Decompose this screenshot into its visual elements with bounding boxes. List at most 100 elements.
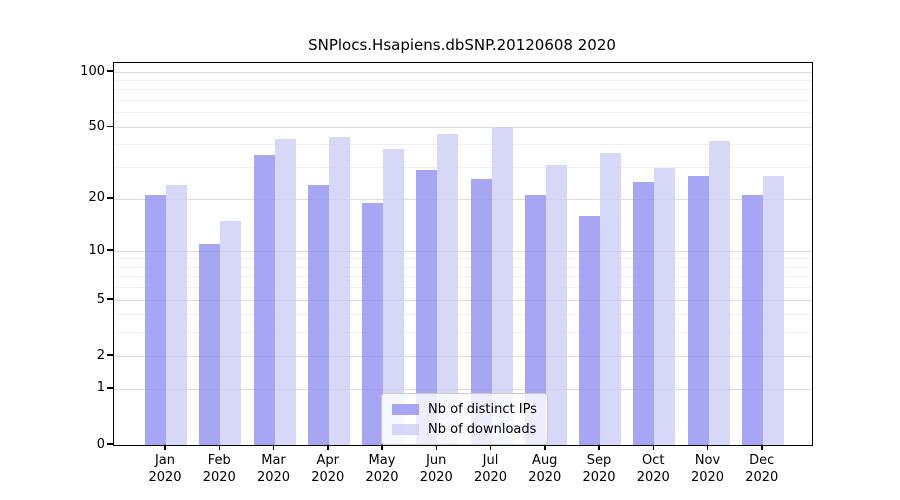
x-tick-year: 2020: [256, 470, 291, 485]
x-tick-month: Dec: [749, 453, 775, 468]
x-tick-label: Feb 2020: [203, 452, 236, 486]
bar-downloads-jan: [166, 184, 187, 445]
bar-distinct-ips-aug: [524, 195, 546, 445]
x-tick-month: Apr: [316, 453, 340, 468]
x-tick-label: Jul 2020: [474, 452, 507, 486]
y-tick-label: 2: [96, 347, 105, 363]
x-tick-year: 2020: [636, 470, 670, 485]
bar-downloads-aug: [545, 164, 567, 445]
x-tick-mark: [489, 444, 492, 450]
minor-gridline: [114, 287, 812, 289]
major-gridline: [114, 299, 812, 301]
x-tick-year: 2020: [690, 470, 725, 485]
bar-downloads-jul: [491, 127, 513, 445]
major-gridline: [114, 198, 812, 200]
chart-title: SNPlocs.Hsapiens.dbSNP.20120608 2020: [308, 36, 616, 54]
x-tick-month: Jun: [426, 453, 447, 468]
x-tick-year: 2020: [365, 470, 399, 485]
x-tick-mark: [435, 444, 437, 450]
x-tick-month: Jul: [482, 453, 499, 468]
x-tick-month: Sep: [586, 453, 612, 468]
bar-downloads-dec: [762, 175, 784, 445]
y-tick-mark: [107, 125, 113, 128]
x-tick-label: Sep 2020: [582, 452, 615, 486]
bar-downloads-may: [383, 148, 404, 445]
legend-label-downloads: Nb of downloads: [428, 421, 537, 437]
bar-distinct-ips-feb: [199, 244, 221, 445]
x-tick-year: 2020: [419, 470, 453, 485]
bar-distinct-ips-dec: [741, 195, 763, 445]
x-tick-year: 2020: [311, 470, 345, 485]
bar-distinct-ips-sep: [579, 216, 600, 445]
minor-gridline: [114, 167, 812, 169]
y-tick-label: 0: [96, 436, 105, 452]
major-gridline: [114, 388, 812, 390]
bar-distinct-ips-may: [362, 202, 383, 445]
x-tick-label: Aug 2020: [528, 452, 561, 486]
major-gridline: [114, 355, 812, 357]
minor-gridline: [114, 89, 812, 91]
bar-downloads-oct: [654, 167, 676, 445]
y-tick-mark: [107, 443, 113, 445]
bar-distinct-ips-jul: [470, 178, 492, 445]
y-tick-mark: [107, 298, 113, 300]
legend-swatch-distinct-ips-icon: [392, 403, 419, 415]
bar-distinct-ips-nov: [687, 175, 709, 445]
x-tick-mark: [544, 444, 546, 450]
x-tick-mark: [218, 444, 220, 450]
legend-swatch-downloads-icon: [392, 423, 419, 435]
minor-gridline: [114, 80, 812, 81]
x-tick-label: May 2020: [365, 452, 398, 486]
x-tick-label: Mar 2020: [257, 452, 290, 486]
x-tick-mark: [381, 444, 383, 450]
y-tick-mark: [107, 197, 113, 199]
major-gridline: [114, 126, 812, 128]
minor-gridline: [114, 266, 812, 268]
x-tick-year: 2020: [202, 470, 236, 485]
major-gridline: [114, 71, 812, 73]
y-tick-label: 50: [88, 118, 105, 134]
minor-gridline: [114, 276, 812, 278]
y-tick-label: 20: [88, 190, 105, 206]
bar-downloads-sep: [600, 153, 621, 445]
legend-item-downloads: Nb of downloads: [392, 420, 537, 438]
y-tick-mark: [107, 249, 113, 251]
x-tick-month: Mar: [261, 453, 286, 468]
x-tick-label: Nov 2020: [691, 452, 724, 486]
bar-downloads-jun: [437, 133, 459, 445]
y-tick-mark: [107, 70, 113, 72]
plot-area: Nb of distinct IPs Nb of downloads: [113, 62, 813, 446]
legend: Nb of distinct IPs Nb of downloads: [381, 393, 548, 445]
bar-downloads-feb: [220, 220, 242, 445]
x-tick-month: Nov: [694, 453, 721, 468]
bar-downloads-nov: [708, 141, 730, 445]
y-tick-mark: [107, 387, 113, 389]
x-tick-mark: [761, 444, 763, 450]
bar-downloads-mar: [274, 139, 296, 445]
x-tick-month: Jan: [154, 453, 176, 468]
bar-distinct-ips-apr: [307, 184, 329, 445]
legend-item-distinct-ips: Nb of distinct IPs: [392, 400, 537, 418]
y-tick-mark: [107, 354, 113, 356]
x-tick-month: May: [368, 453, 396, 468]
minor-gridline: [114, 112, 812, 114]
x-tick-mark: [598, 444, 600, 450]
minor-gridline: [114, 144, 812, 146]
x-tick-label: Dec 2020: [745, 452, 778, 486]
x-tick-label: Jun 2020: [420, 452, 453, 486]
x-tick-month: Aug: [532, 453, 558, 468]
x-tick-year: 2020: [473, 470, 508, 485]
bar-downloads-apr: [328, 137, 350, 445]
x-tick-year: 2020: [148, 470, 182, 485]
x-tick-label: Jan 2020: [148, 452, 181, 486]
minor-gridline: [114, 314, 812, 316]
bar-distinct-ips-oct: [633, 181, 655, 445]
x-tick-mark: [164, 444, 166, 450]
y-tick-label: 100: [80, 63, 105, 79]
x-tick-year: 2020: [582, 470, 616, 485]
bar-distinct-ips-jan: [145, 195, 166, 445]
minor-gridline: [114, 258, 812, 260]
x-tick-label: Oct 2020: [637, 452, 670, 486]
y-tick-label: 5: [96, 291, 105, 307]
